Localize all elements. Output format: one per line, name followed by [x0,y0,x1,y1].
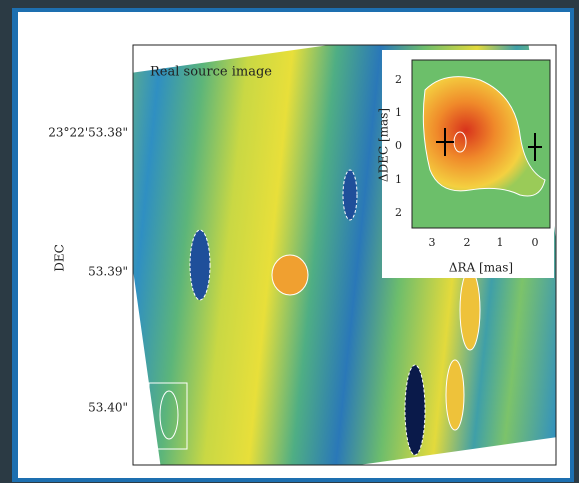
inset-x-tick-label: 0 [532,236,539,249]
panel-label: Real source image [150,65,272,80]
inset-y-axis-label: ΔDEC [mas] [377,108,391,182]
inset-y-tick-label: 2 [395,206,402,219]
inset-x-tick-label: 3 [429,236,436,249]
y-axis-label: DEC [53,244,67,272]
inset-x-tick-label: 2 [464,236,471,249]
inset-x-tick-label: 1 [497,236,504,249]
page: Real source image 23°22'53.38" 53.39" 53… [0,0,579,483]
figure-frame: Real source image 23°22'53.38" 53.39" 53… [0,0,579,483]
y-tick-label: 53.39" [88,265,128,279]
inset-y-tick-label: 1 [395,173,402,186]
y-tick-label: 53.40" [88,401,128,415]
y-tick-label: 23°22'53.38" [48,126,128,140]
inset-y-tick-label: 0 [395,139,402,152]
inset-y-tick-label: 1 [395,106,402,119]
inset-y-tick-label: 2 [395,73,402,86]
inset-x-axis-label: ΔRA [mas] [449,261,513,275]
